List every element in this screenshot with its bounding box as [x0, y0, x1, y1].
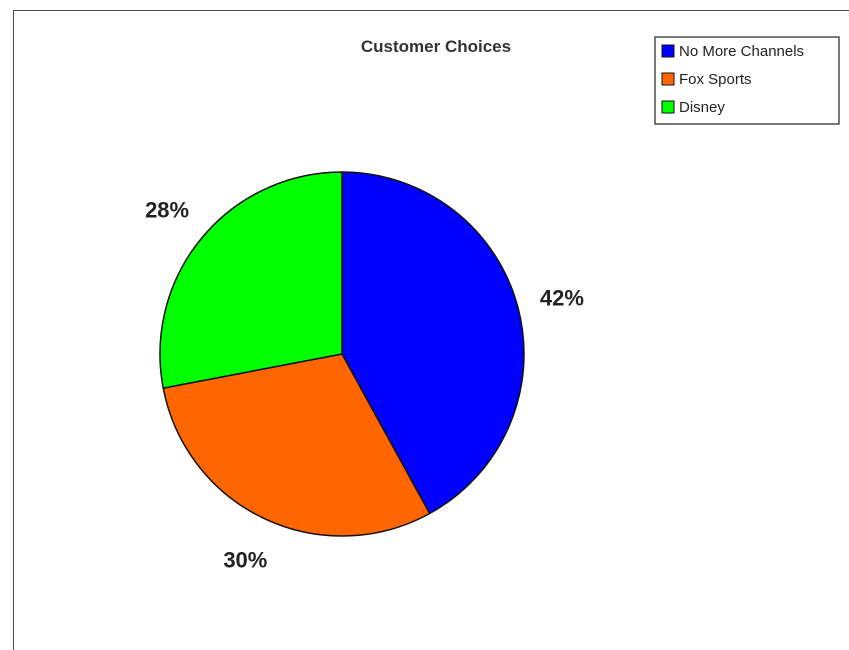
- pie-slice-no-more-channels: [341, 171, 525, 515]
- legend-label-fox-sports: Fox Sports: [679, 71, 752, 88]
- pie-slice-disney: [159, 171, 343, 389]
- legend-swatch-disney: [661, 100, 675, 114]
- pie-label-disney: 28%: [145, 197, 189, 222]
- legend-label-disney: Disney: [679, 99, 725, 116]
- pie-chart: Customer Choices 42% 30% 28% No More Chann…: [145, 36, 840, 572]
- pie-label-fox-sports: 30%: [223, 547, 267, 572]
- chart-title: Customer Choices: [361, 37, 511, 56]
- legend-items: No More Channels Fox Sports Disney: [661, 43, 804, 116]
- pie-percent-labels: 42% 30% 28%: [145, 197, 584, 572]
- legend-box: [654, 36, 840, 125]
- pie-slices: [159, 171, 525, 537]
- legend-label-no-more-channels: No More Channels: [679, 43, 804, 60]
- legend-swatch-fox-sports: [661, 72, 675, 86]
- legend-swatch-no-more-channels: [661, 44, 675, 58]
- pie-slice-fox-sports: [162, 353, 431, 537]
- legend: No More Channels Fox Sports Disney: [654, 36, 840, 125]
- pie-label-no-more-channels: 42%: [540, 286, 584, 311]
